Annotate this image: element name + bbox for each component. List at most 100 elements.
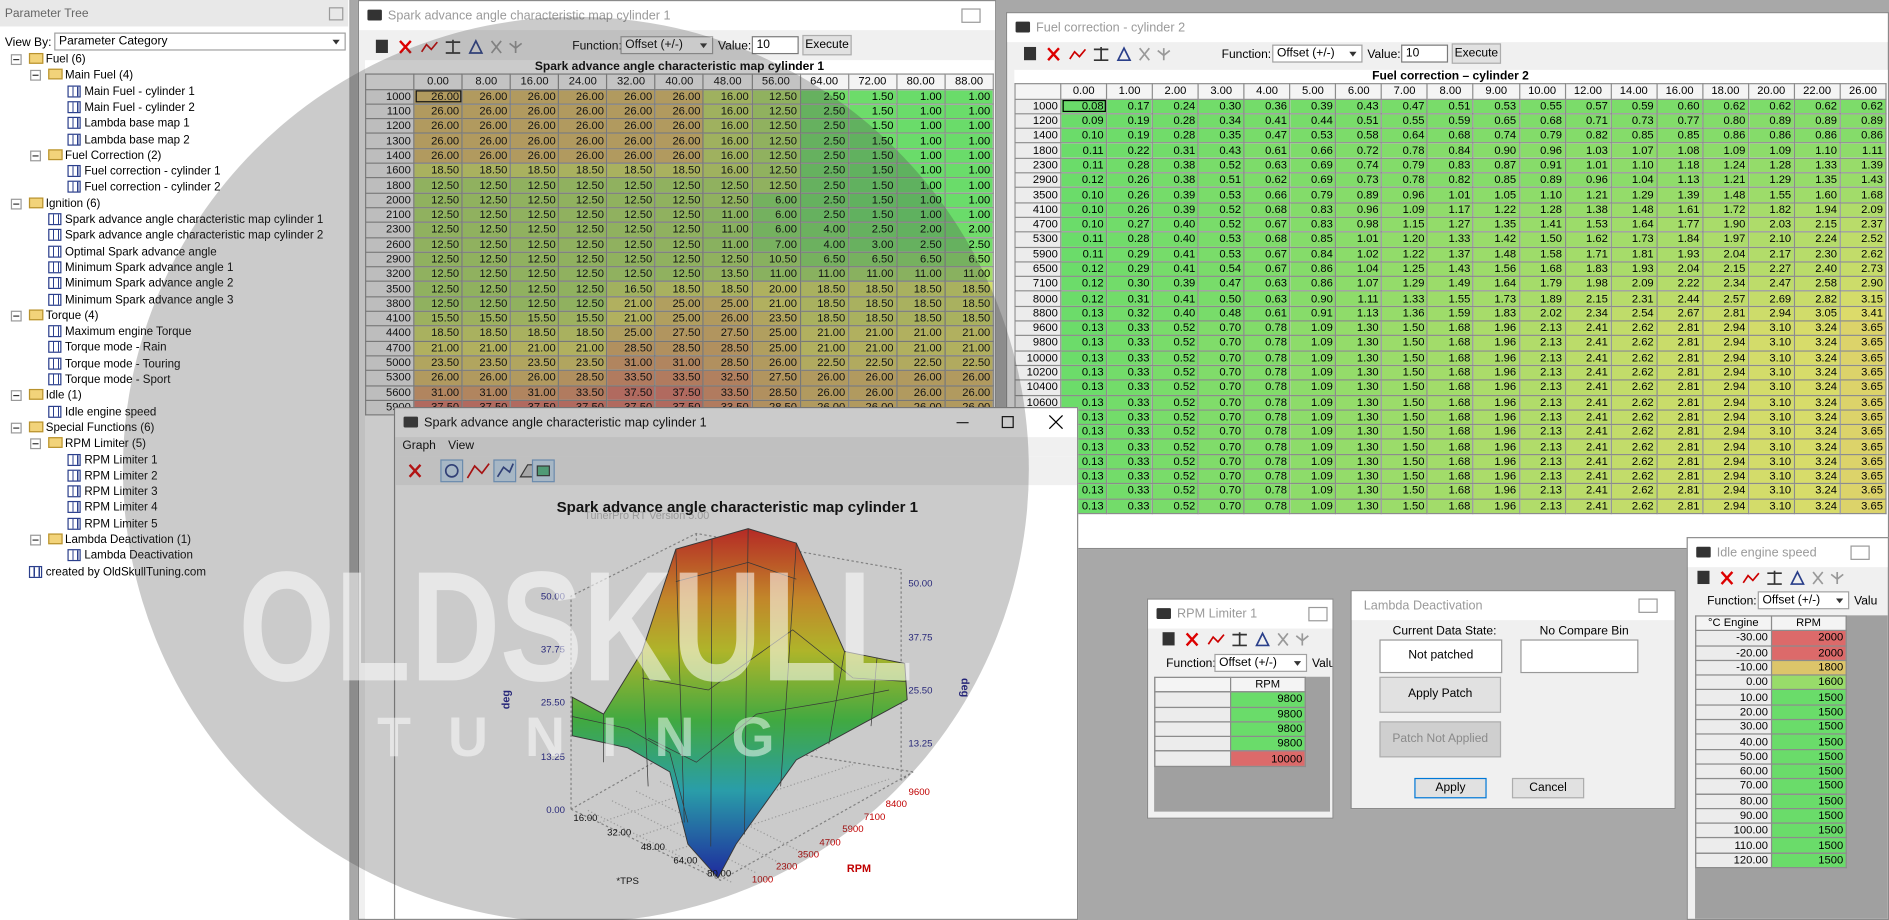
disabled-icon[interactable] (1139, 47, 1150, 61)
cell[interactable]: 0.86 (1793, 127, 1841, 144)
cell[interactable]: 31.00 (413, 384, 463, 401)
cell[interactable]: 2.94 (1701, 320, 1749, 337)
cell[interactable]: 1.00 (895, 207, 946, 224)
cell[interactable]: 2.13 (1518, 468, 1566, 485)
cell[interactable]: 1.50 (1381, 349, 1429, 367)
cell[interactable]: 12.50 (654, 236, 705, 253)
cell[interactable]: 1.83 (1472, 305, 1520, 322)
cell[interactable]: 1.96 (1472, 364, 1520, 381)
cell[interactable]: 2.50 (895, 236, 946, 253)
cell[interactable]: 2.41 (1564, 453, 1612, 470)
function-combo[interactable]: Offset (+/-) (1757, 591, 1850, 610)
cell[interactable]: 28.50 (654, 340, 705, 357)
cell[interactable]: 11.00 (944, 266, 994, 283)
cell[interactable]: 6.50 (799, 251, 849, 268)
cell[interactable]: 0.78 (1243, 424, 1291, 441)
cell[interactable]: 12.50 (509, 207, 560, 224)
cell[interactable]: 1.09 (1289, 409, 1337, 426)
cell[interactable]: 2.41 (1564, 498, 1612, 515)
cell[interactable]: 23.50 (461, 355, 512, 372)
cell[interactable]: 0.69 (1289, 157, 1337, 174)
cell[interactable]: 12.50 (413, 251, 463, 268)
cell[interactable]: 26.00 (944, 384, 994, 401)
cell[interactable]: 18.50 (799, 310, 849, 327)
cell[interactable]: 1.30 (1335, 438, 1383, 455)
cell[interactable]: 1.30 (1335, 394, 1383, 411)
cell[interactable]: 2.50 (799, 177, 849, 194)
cell[interactable]: 2.41 (1564, 394, 1612, 411)
cell[interactable]: 26.00 (606, 147, 656, 164)
cell[interactable]: 1.11 (1839, 142, 1887, 159)
cell[interactable]: 12.50 (751, 133, 801, 150)
cell[interactable]: 1.05 (1472, 187, 1520, 204)
cell[interactable]: 3.24 (1793, 379, 1841, 396)
cell[interactable]: 1.00 (944, 133, 994, 150)
tree-item[interactable]: Idle (1) (0, 388, 337, 404)
cell[interactable]: 26.00 (461, 103, 512, 120)
cell[interactable]: 0.62 (1701, 98, 1749, 115)
cell[interactable]: 1.83 (1564, 261, 1612, 278)
cell[interactable]: 0.82 (1564, 127, 1612, 144)
cell[interactable]: 1.33 (1793, 157, 1841, 174)
cell[interactable]: 12.50 (654, 207, 705, 224)
cell[interactable]: 12.50 (461, 281, 512, 298)
cell[interactable]: 1.93 (1656, 246, 1704, 263)
cell[interactable]: 0.86 (1747, 127, 1795, 144)
cell[interactable]: 2.50 (799, 207, 849, 224)
cell[interactable]: 18.50 (944, 281, 994, 298)
cell[interactable]: 0.78 (1243, 409, 1291, 426)
cell[interactable]: 0.77 (1656, 113, 1704, 130)
cell[interactable]: 1.96 (1472, 424, 1520, 441)
cell[interactable]: 0.33 (1106, 320, 1154, 337)
cell[interactable]: 1.09 (1289, 453, 1337, 470)
cell[interactable]: 0.78 (1243, 394, 1291, 411)
cell[interactable]: 1.00 (895, 88, 946, 105)
cell[interactable]: 1.30 (1335, 364, 1383, 381)
cell[interactable]: 1.68 (1426, 483, 1474, 500)
cell[interactable]: 1.37 (1426, 246, 1474, 263)
cell[interactable]: 2.00 (944, 221, 994, 238)
cell[interactable]: 12.50 (751, 162, 801, 179)
cell[interactable]: 3.15 (1839, 290, 1887, 307)
cell[interactable]: 1.96 (1472, 483, 1520, 500)
cell[interactable]: 18.50 (847, 310, 898, 327)
cell[interactable]: 1.22 (1381, 246, 1429, 263)
cell[interactable]: 26.00 (895, 384, 946, 401)
cell[interactable]: 2.62 (1610, 424, 1658, 441)
cell[interactable]: 2.03 (1747, 216, 1795, 233)
cell[interactable]: 2.81 (1656, 335, 1704, 352)
close-button[interactable] (1048, 415, 1063, 430)
cell[interactable]: 9800 (1229, 735, 1306, 753)
cell[interactable]: 32.50 (702, 369, 753, 386)
tree-item[interactable]: RPM Limiter 4 (39, 500, 338, 516)
cell[interactable]: 26.00 (413, 133, 463, 150)
cell[interactable]: 26.00 (509, 88, 560, 105)
cell[interactable]: 0.10 (1060, 201, 1108, 218)
cell[interactable]: 26.00 (509, 103, 560, 120)
cell[interactable]: 1.09 (1289, 498, 1337, 515)
close-button[interactable] (1850, 545, 1870, 560)
cell[interactable]: 25.00 (751, 325, 801, 342)
cell[interactable]: 3.10 (1747, 468, 1795, 485)
cell[interactable]: 2.41 (1564, 335, 1612, 352)
cell[interactable]: 0.71 (1564, 113, 1612, 130)
disabled-icon[interactable] (1157, 48, 1171, 61)
cell[interactable]: 1.38 (1564, 201, 1612, 218)
cell[interactable]: 1.30 (1335, 409, 1383, 426)
cell[interactable]: 2.94 (1701, 483, 1749, 500)
cell[interactable]: 0.67 (1243, 216, 1291, 233)
cell[interactable]: 1.50 (1381, 394, 1429, 411)
toolbar-icons[interactable] (373, 37, 554, 56)
cell[interactable]: 18.50 (702, 281, 753, 298)
cell[interactable]: 25.00 (702, 295, 753, 312)
cell[interactable]: 1.62 (1564, 231, 1612, 248)
cell[interactable]: 1.43 (1839, 172, 1887, 189)
cell[interactable]: 0.60 (1656, 98, 1704, 115)
cell[interactable]: 0.43 (1197, 142, 1245, 159)
cell[interactable]: 0.65 (1472, 113, 1520, 130)
cell[interactable]: 1.48 (1610, 201, 1658, 218)
cell[interactable]: 25.00 (606, 325, 656, 342)
cell[interactable]: 2.09 (1839, 201, 1887, 218)
cell[interactable]: 12.50 (461, 236, 512, 253)
cell[interactable]: 3.24 (1793, 498, 1841, 515)
